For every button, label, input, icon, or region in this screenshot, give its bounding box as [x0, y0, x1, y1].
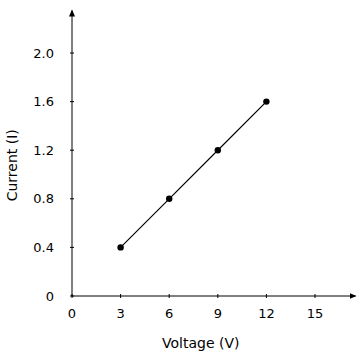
y-tick-label: 0: [46, 289, 54, 304]
y-axis-label: Current (I): [4, 129, 20, 201]
y-tick: [70, 198, 74, 199]
x-tick: [120, 294, 121, 298]
x-tick-label: 6: [165, 306, 173, 321]
y-tick: [70, 247, 74, 248]
x-tick-label: 0: [68, 306, 76, 321]
x-tick: [266, 294, 267, 298]
y-tick: [70, 53, 74, 54]
x-tick-label: 9: [214, 306, 222, 321]
data-line: [121, 102, 267, 248]
y-tick: [70, 150, 74, 151]
y-tick-label: 0.4: [33, 240, 54, 255]
x-tick-label: 15: [307, 306, 324, 321]
y-tick: [70, 296, 74, 297]
plot-data: [117, 98, 269, 250]
data-point: [117, 244, 123, 250]
y-tick-label: 1.2: [33, 143, 54, 158]
x-tick: [217, 294, 218, 298]
x-tick: [315, 294, 316, 298]
y-tick: [70, 101, 74, 102]
data-point: [166, 196, 172, 202]
data-point: [215, 147, 221, 153]
x-tick-label: 12: [258, 306, 275, 321]
x-axis: [72, 296, 356, 297]
data-point: [263, 98, 269, 104]
x-tick-label: 3: [116, 306, 124, 321]
y-tick-label: 1.6: [33, 94, 54, 109]
y-tick-label: 0.8: [33, 191, 54, 206]
y-tick-label: 2.0: [33, 46, 54, 61]
x-axis-label: Voltage (V): [162, 335, 239, 351]
chart-root: 0 3 6 9 12 15 0 0.4 0.8 1.2 1.6 2.0 Voltage (V) Curre…: [0, 0, 364, 355]
x-tick: [169, 294, 170, 298]
chart: 0 3 6 9 12 15 0 0.4 0.8 1.2 1.6 2.0 Voltage (V) Curre…: [0, 0, 364, 355]
